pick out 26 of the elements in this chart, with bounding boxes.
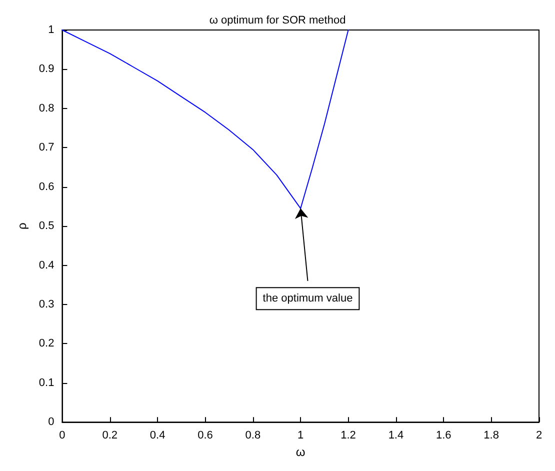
y-tick-label: 0.6: [38, 180, 54, 193]
x-axis-title: ω: [296, 445, 306, 459]
y-tick-label: 0: [48, 416, 54, 428]
y-tick-label: 0.2: [38, 338, 54, 350]
x-tick-label: 0: [59, 430, 66, 442]
x-tick-label: 1.4: [388, 430, 404, 442]
x-tick-label: 0.8: [245, 430, 261, 442]
y-tick-label: 0.3: [38, 298, 54, 310]
x-tick-label: 0.2: [102, 430, 118, 442]
y-tick-label: 0.4: [38, 259, 54, 272]
y-tick-label: 0.8: [38, 102, 54, 114]
x-tick-label: 1.6: [436, 430, 452, 442]
y-tick-label: 0.9: [38, 63, 54, 76]
y-tick-label: 1: [48, 24, 54, 36]
chart-title: ω optimum for SOR method: [209, 14, 346, 26]
y-tick-label: 0.1: [38, 376, 54, 389]
y-tick-label: 0.7: [38, 142, 54, 154]
x-tick-label: 1: [298, 430, 304, 442]
x-tick-label: 1.8: [484, 430, 499, 442]
x-tick-label: 0.6: [198, 430, 213, 442]
y-axis-title: ρ: [15, 222, 29, 230]
x-tick-label: 1.2: [340, 430, 356, 442]
annotation: the optimum value: [262, 292, 353, 305]
x-tick-label: 2: [536, 430, 542, 442]
x-tick-label: 0.4: [150, 430, 166, 442]
y-tick-label: 0.5: [38, 220, 54, 232]
